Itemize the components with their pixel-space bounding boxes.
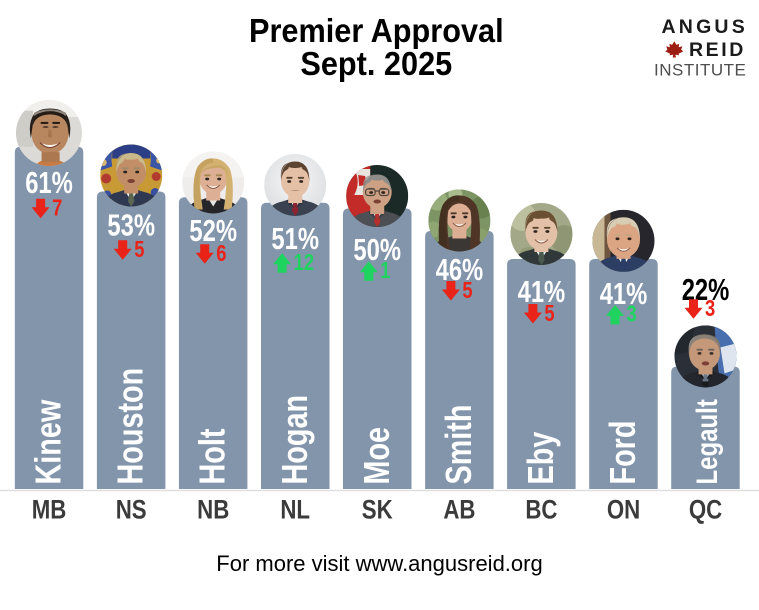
svg-text:ANGUS: ANGUS (662, 16, 748, 38)
svg-text:BC: BC (525, 496, 557, 525)
svg-text:ON: ON (607, 496, 640, 525)
svg-text:5: 5 (134, 237, 144, 262)
svg-text:Legault: Legault (689, 399, 723, 484)
svg-text:5: 5 (544, 301, 554, 326)
svg-text:5: 5 (462, 278, 472, 303)
svg-text:12: 12 (294, 250, 314, 275)
svg-text:QC: QC (689, 496, 722, 525)
svg-text:INSTITUTE: INSTITUTE (654, 61, 746, 80)
svg-text:AB: AB (443, 496, 475, 525)
svg-text:41%: 41% (600, 276, 648, 311)
svg-text:52%: 52% (189, 213, 237, 248)
svg-text:NL: NL (280, 496, 310, 525)
svg-text:Ford: Ford (602, 421, 643, 485)
svg-text:Kinew: Kinew (27, 399, 68, 484)
svg-text:Moe: Moe (356, 427, 397, 485)
svg-text:61%: 61% (25, 165, 73, 200)
svg-text:3: 3 (627, 302, 637, 327)
svg-text:51%: 51% (271, 221, 319, 256)
svg-text:41%: 41% (518, 274, 566, 309)
svg-text:Eby: Eby (520, 432, 561, 485)
svg-text:NB: NB (197, 496, 229, 525)
svg-text:MB: MB (32, 496, 67, 525)
svg-text:NS: NS (116, 496, 147, 525)
svg-text:3: 3 (705, 296, 715, 321)
svg-text:For more visit www.angusreid.o: For more visit www.angusreid.org (216, 551, 542, 576)
svg-text:46%: 46% (436, 252, 484, 287)
svg-text:Houston: Houston (110, 368, 151, 485)
svg-text:Holt: Holt (192, 428, 233, 484)
svg-text:SK: SK (362, 496, 393, 525)
svg-text:50%: 50% (353, 232, 401, 267)
svg-text:Smith: Smith (438, 405, 479, 485)
svg-text:6: 6 (216, 241, 226, 266)
svg-text:7: 7 (52, 196, 62, 221)
svg-text:REID: REID (689, 39, 746, 61)
svg-text:Hogan: Hogan (274, 395, 315, 485)
svg-text:Sept. 2025: Sept. 2025 (300, 45, 452, 82)
svg-text:1: 1 (380, 258, 390, 283)
svg-text:53%: 53% (107, 208, 155, 243)
svg-text:Premier Approval: Premier Approval (249, 12, 504, 49)
